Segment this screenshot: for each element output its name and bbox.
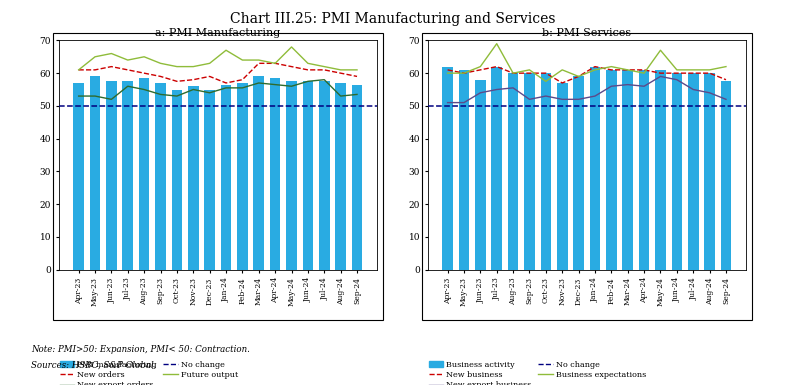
- Title: b: PMI Services: b: PMI Services: [542, 28, 631, 38]
- Text: Note: PMI>50: Expansion, PMI< 50: Contraction.: Note: PMI>50: Expansion, PMI< 50: Contra…: [31, 345, 250, 353]
- Bar: [188, 86, 199, 270]
- Bar: [221, 85, 232, 270]
- Bar: [122, 81, 133, 270]
- Bar: [237, 83, 248, 270]
- Bar: [573, 76, 584, 270]
- Bar: [590, 67, 601, 269]
- Bar: [655, 70, 666, 270]
- Bar: [688, 73, 699, 270]
- Bar: [623, 70, 633, 270]
- Bar: [475, 80, 486, 270]
- Bar: [557, 83, 568, 270]
- Bar: [491, 67, 502, 269]
- Bar: [89, 76, 100, 270]
- Bar: [287, 81, 297, 270]
- Bar: [721, 81, 732, 270]
- Bar: [254, 76, 264, 270]
- Bar: [524, 73, 535, 270]
- Bar: [302, 81, 313, 270]
- Bar: [639, 70, 649, 270]
- Bar: [508, 73, 518, 270]
- Bar: [671, 73, 682, 270]
- Title: a: PMI Manufacturing: a: PMI Manufacturing: [155, 28, 280, 38]
- Legend: PMI manufacturing, New orders, New export orders, No change, Future output: PMI manufacturing, New orders, New expor…: [60, 361, 239, 385]
- Bar: [172, 90, 182, 270]
- Bar: [106, 81, 117, 270]
- Text: Chart III.25: PMI Manufacturing and Services: Chart III.25: PMI Manufacturing and Serv…: [230, 12, 555, 25]
- Bar: [458, 70, 469, 270]
- Bar: [204, 90, 215, 270]
- Legend: Business activity, New business, New export business, No change, Business expect: Business activity, New business, New exp…: [429, 361, 646, 385]
- Bar: [352, 85, 363, 270]
- Bar: [139, 78, 149, 270]
- Bar: [155, 83, 166, 270]
- Bar: [442, 67, 453, 269]
- Bar: [73, 83, 84, 270]
- Bar: [335, 83, 346, 270]
- Bar: [270, 78, 280, 270]
- Bar: [319, 81, 330, 270]
- Bar: [541, 73, 551, 270]
- Bar: [606, 70, 617, 270]
- Text: Sources: HSBC, S&P Global.: Sources: HSBC, S&P Global.: [31, 361, 157, 370]
- Bar: [704, 73, 715, 270]
